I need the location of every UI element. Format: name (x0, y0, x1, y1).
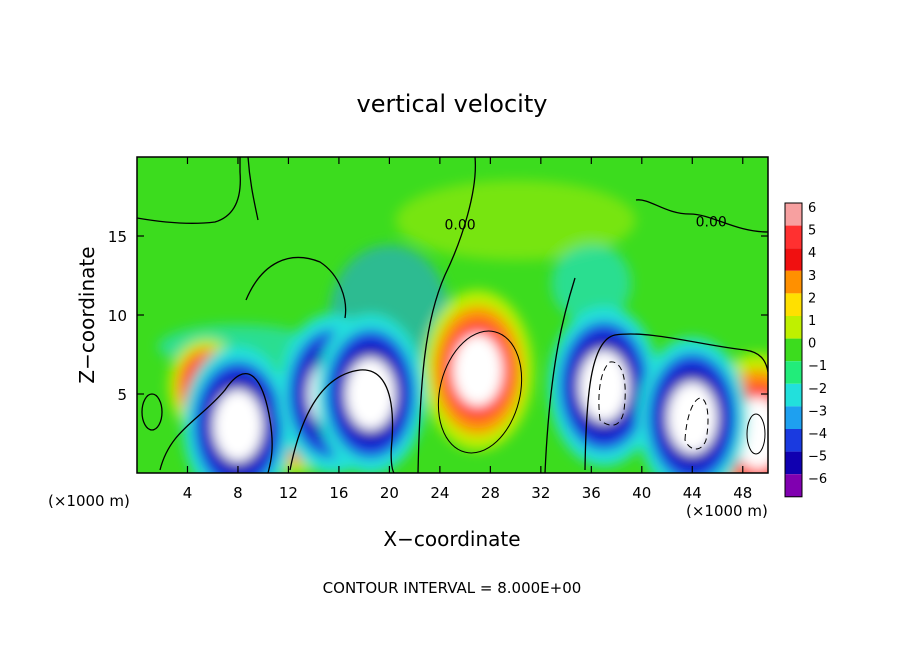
colorbar-label: 4 (808, 246, 816, 261)
zero-contour-small-ring (141, 393, 163, 431)
colorbar-label: 0 (808, 337, 816, 352)
colorbar-label: −1 (808, 359, 827, 374)
zero-contour-bump (245, 256, 347, 319)
x-tick-label: 28 (481, 484, 500, 502)
colorbar-swatch (785, 338, 802, 362)
y-tick-label: 5 (117, 386, 127, 404)
x-axis: 4 8 12 16 20 24 28 32 36 40 44 48 (183, 157, 752, 502)
colorbar-swatch (785, 248, 802, 271)
y-axis-label: Z−coordinate (75, 246, 99, 383)
y-tick-label: 10 (108, 307, 127, 325)
colorbar-label: 1 (808, 314, 816, 329)
y-tick-label: 15 (108, 228, 127, 246)
x-tick-label: 4 (183, 484, 193, 502)
colorbar: 6 5 4 3 2 1 0 −1 −2 −3 −4 −5 −6 (784, 201, 827, 498)
colorbar-swatch (785, 225, 802, 249)
field-band (395, 180, 636, 261)
contour-labels: 0.00 0.00 (444, 215, 726, 234)
velocity-field (157, 180, 768, 473)
colorbar-swatch (785, 316, 802, 339)
contour-label: 0.00 (444, 218, 475, 234)
positive-core-contour (437, 330, 523, 454)
colorbar-swatch (785, 361, 802, 384)
colorbar-swatch (785, 203, 802, 226)
field-band (551, 243, 632, 324)
colorbar-swatch (785, 270, 802, 294)
inner-contours (437, 330, 766, 455)
contour-interval-note: CONTOUR INTERVAL = 8.000E+00 (323, 579, 582, 597)
field-downdraft-left (213, 389, 263, 462)
colorbar-label: −6 (808, 472, 827, 487)
colorbar-label: 3 (808, 269, 816, 284)
colorbar-label: −2 (808, 382, 827, 397)
zero-contour-center-left (417, 157, 477, 473)
chart-title: vertical velocity (357, 90, 548, 118)
zero-contour-top-mid (247, 157, 259, 221)
plot-area: 0.00 0.00 (137, 157, 768, 473)
colorbar-swatch (785, 451, 802, 475)
x-tick-label: 40 (632, 484, 651, 502)
x-tick-label: 20 (380, 484, 399, 502)
zero-contour-left-blob (159, 373, 273, 473)
zero-contour-downdraft-ring (289, 369, 395, 473)
zero-contour-top-left (137, 157, 241, 224)
zero-contour-center-right (544, 277, 576, 473)
colorbar-label: 5 (808, 224, 816, 239)
x-tick-label: 12 (279, 484, 298, 502)
field-downdraft-right-44 (667, 381, 718, 454)
colorbar-label: −3 (808, 404, 827, 419)
field-downdraft-right-36 (579, 350, 629, 423)
field-downdraft-18 (345, 358, 396, 430)
colorbar-label: 2 (808, 291, 816, 306)
colorbar-swatch (785, 293, 802, 316)
negative-contour-dashed (598, 361, 626, 426)
x-tick-label: 48 (733, 484, 752, 502)
colorbar-label: 6 (808, 201, 816, 216)
x-axis-label: X−coordinate (383, 527, 520, 551)
x-tick-label: 8 (233, 484, 243, 502)
x-tick-label: 36 (582, 484, 601, 502)
right-core-contour (746, 413, 766, 455)
colorbar-label: −4 (808, 427, 827, 442)
x-unit-left: (×1000 m) (48, 492, 130, 510)
colorbar-label: −5 (808, 450, 827, 465)
colorbar-swatch (785, 406, 802, 429)
colorbar-swatch (785, 383, 802, 407)
x-tick-label: 32 (531, 484, 550, 502)
zero-contours (137, 157, 768, 473)
x-tick-label: 24 (430, 484, 449, 502)
x-tick-label: 44 (683, 484, 702, 502)
zero-contour-top-right (635, 199, 768, 233)
y-axis: 5 10 15 (108, 228, 768, 404)
x-unit-right: (×1000 m) (686, 502, 768, 520)
colorbar-swatch (785, 474, 802, 497)
colorbar-frame (784, 202, 803, 498)
x-tick-label: 16 (329, 484, 348, 502)
colorbar-swatch (785, 429, 802, 452)
zero-contour-right-blob (584, 333, 768, 471)
contour-label: 0.00 (696, 215, 727, 231)
field-updraft-core-center (452, 334, 503, 407)
negative-contour-dashed-2 (684, 397, 709, 450)
